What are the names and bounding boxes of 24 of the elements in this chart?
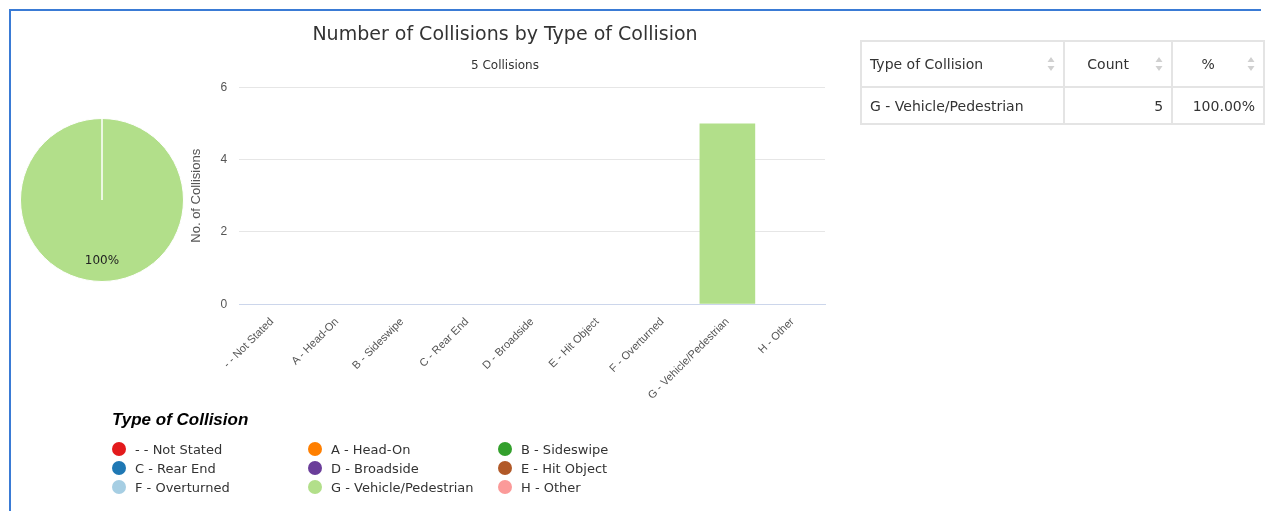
- legend-title: Type of Collision: [112, 410, 250, 430]
- text: 5: [1154, 97, 1164, 114]
- y-tick-label: 2: [220, 224, 228, 239]
- data-label: 100%: [84, 253, 120, 268]
- legend-label: B - Sideswipe: [521, 441, 609, 457]
- text: G - Vehicle/Pedestrian: [870, 97, 1024, 114]
- chart-subtitle: 5 Collisions: [471, 58, 539, 73]
- y-tick-label: 6: [220, 79, 228, 94]
- legend-label: E - Hit Object: [521, 460, 608, 476]
- legend-label: A - Head-On: [331, 441, 411, 457]
- y-tick-label: 0: [220, 296, 228, 311]
- y-tick-label: 4: [220, 151, 228, 166]
- legend-label: D - Broadside: [331, 460, 419, 476]
- text: Count: [1087, 56, 1129, 72]
- y-axis-title: No. of Collisions: [188, 148, 204, 243]
- text: 100.00%: [1192, 97, 1255, 114]
- legend-label: - - Not Stated: [135, 441, 223, 457]
- legend-label: G - Vehicle/Pedestrian: [331, 479, 474, 495]
- text: %: [1201, 56, 1215, 72]
- legend-label: F - Overturned: [135, 479, 230, 495]
- legend-label: C - Rear End: [135, 460, 216, 476]
- legend-label: H - Other: [521, 479, 581, 495]
- text: Type of Collision: [870, 56, 984, 72]
- chart-title: Number of Collisions by Type of Collision: [312, 22, 698, 45]
